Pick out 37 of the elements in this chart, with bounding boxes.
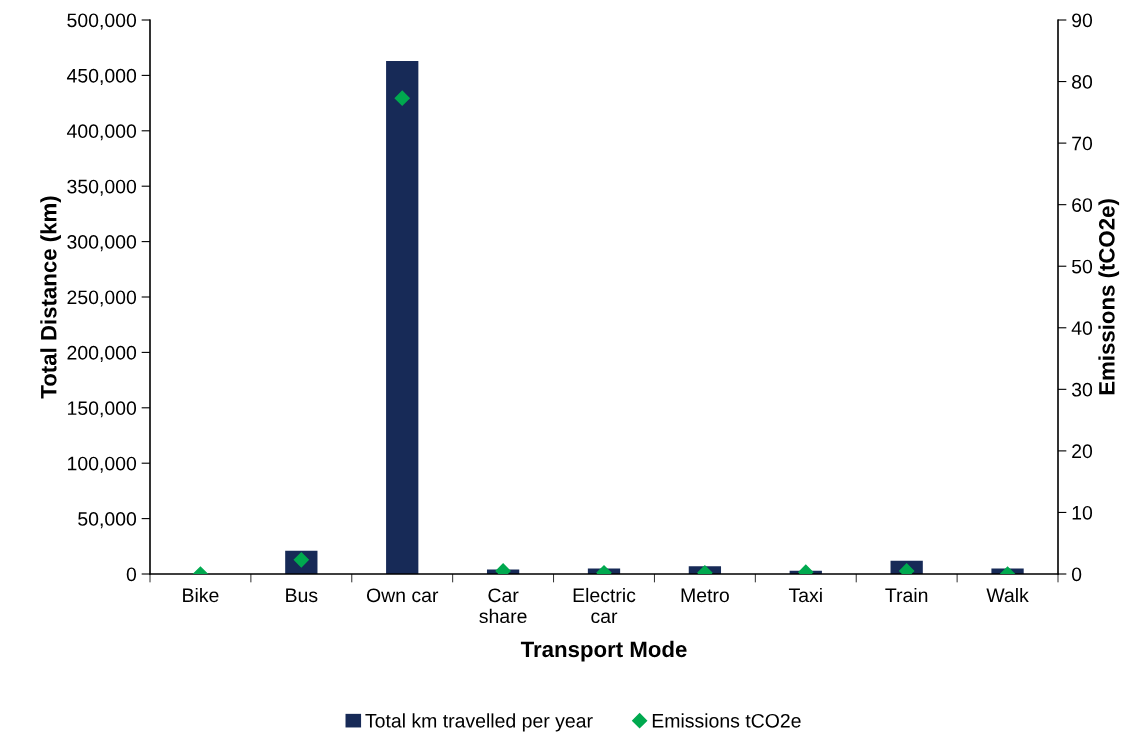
y2-tick-label: 30 [1071, 382, 1093, 397]
y-tick-label: 200,000 [67, 345, 137, 362]
x-tick-label: Taxi [788, 587, 822, 603]
x-tick-label: Metro [681, 588, 729, 603]
y-tick-label: 400,000 [66, 124, 137, 141]
y2-tick-label: 80 [1072, 75, 1093, 89]
bar [386, 61, 419, 574]
y-tick-label: 350,000 [67, 179, 137, 196]
y-axis-title: Total Distance (km) [40, 196, 61, 399]
y-tick-label: 300,000 [67, 235, 137, 252]
y2-tick-label: 20 [1072, 444, 1093, 459]
x-tick-label: Walk [986, 587, 1029, 603]
x-tick-label: Train [885, 587, 928, 603]
x-tick-label: Electric car [573, 587, 636, 624]
y-tick-label: 0 [126, 567, 137, 582]
y-tick-label: 100,000 [68, 456, 137, 473]
point [394, 90, 410, 106]
x-tick-label: Bike [183, 587, 219, 603]
legend-label: Emissions tCO2e [652, 713, 801, 728]
y2-tick-label: 70 [1072, 136, 1093, 151]
y2-tick-label: 50 [1071, 259, 1093, 274]
x-tick-label: Bus [286, 588, 318, 603]
y2-tick-label: 90 [1072, 13, 1093, 28]
y-tick-label: 250,000 [67, 290, 137, 307]
y-tick-label: 500,000 [67, 13, 137, 30]
x-tick-label: Car share [479, 588, 527, 624]
x-tick-label: Own car [366, 588, 439, 603]
y2-tick-label: 10 [1072, 505, 1093, 520]
y2-tick-label: 0 [1071, 567, 1082, 582]
y2-axis-title: Emissions (tCO2e) [1098, 199, 1120, 395]
x-axis-title: Transport Mode [520, 640, 687, 662]
y-tick-label: 450,000 [66, 68, 137, 85]
y-tick-label: 50,000 [78, 512, 137, 529]
y2-tick-label: 40 [1071, 321, 1093, 336]
y2-tick-label: 60 [1072, 198, 1093, 212]
y-tick-label: 150,000 [68, 401, 137, 418]
legend-label: Total km travelled per year [365, 713, 593, 732]
